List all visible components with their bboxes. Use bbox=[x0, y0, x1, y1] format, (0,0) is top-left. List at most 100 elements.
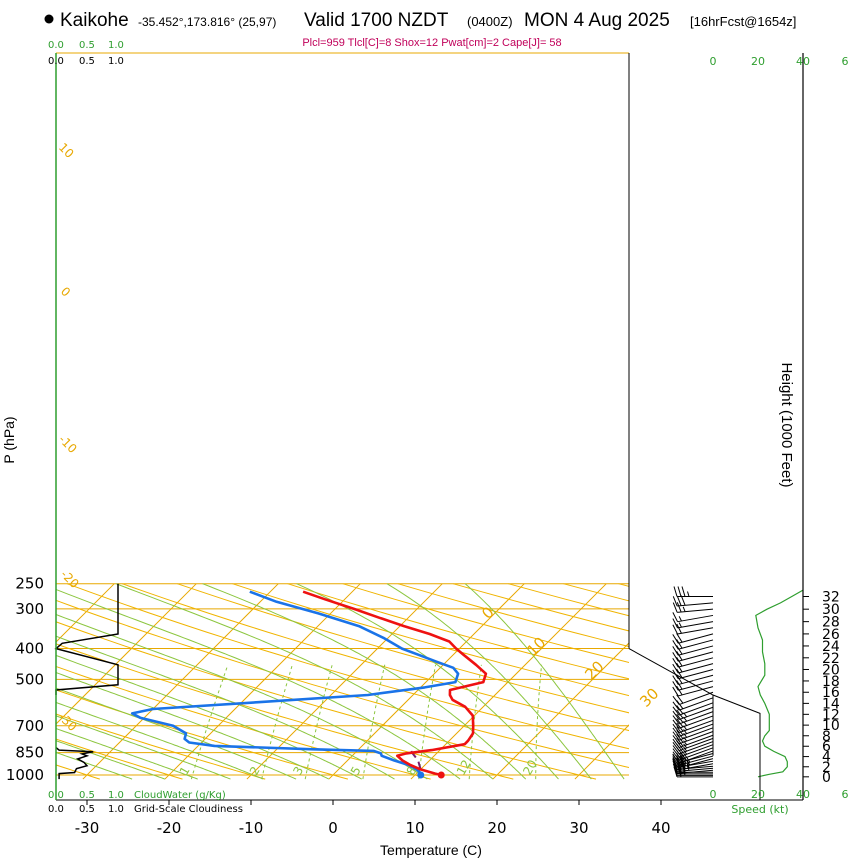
dry-adiabat-line bbox=[342, 583, 629, 664]
dry-adiabat-label: 10 bbox=[56, 140, 77, 161]
temperature-tick-label: 30 bbox=[569, 819, 588, 837]
wind-barb-staff bbox=[679, 727, 714, 741]
speed-bottom-tick-6: 6 bbox=[842, 788, 849, 801]
wind-barb-flag bbox=[672, 695, 680, 705]
wind-speed-line bbox=[755, 589, 804, 778]
mixing-ratio-line bbox=[261, 664, 293, 780]
wind-barb-flag bbox=[673, 586, 678, 597]
wind-barb-flag bbox=[676, 656, 683, 667]
isotherm-line bbox=[246, 583, 443, 780]
dry-adiabat-line bbox=[66, 583, 629, 750]
dry-adiabat-line bbox=[56, 713, 266, 780]
wind-barb-flag bbox=[672, 760, 678, 771]
moist-adiabat-line bbox=[56, 672, 330, 780]
wind-barb-flag bbox=[672, 751, 680, 761]
wind-barb-staff bbox=[679, 744, 714, 758]
height-tick-label: 24 bbox=[822, 639, 840, 655]
wind-barb-flag bbox=[672, 602, 678, 613]
wind-barb-flag bbox=[672, 731, 680, 741]
wind-barb-flag bbox=[672, 618, 678, 629]
utc-time: (0400Z) bbox=[467, 14, 513, 29]
wind-barb-staff bbox=[679, 706, 714, 721]
wind-barb-flag bbox=[672, 596, 678, 607]
height-tick-label: 8 bbox=[822, 729, 831, 745]
moist-adiabat-line bbox=[56, 701, 264, 780]
wind-barb-flag bbox=[672, 657, 679, 668]
cloud-top-black-1: 0.5 bbox=[79, 56, 95, 67]
wind-barb-flag bbox=[672, 745, 680, 755]
wind-barb-staff bbox=[679, 719, 714, 734]
wind-barb-staff bbox=[678, 663, 714, 674]
isotherm-line bbox=[82, 583, 279, 780]
wind-barb-staff bbox=[678, 758, 714, 769]
cloud-top-black-0: 0.0 bbox=[48, 56, 64, 67]
wind-barb bbox=[672, 727, 714, 741]
wind-barb-staff bbox=[679, 702, 714, 716]
mixing-ratio-line bbox=[535, 664, 543, 780]
moist-adiabat-line bbox=[56, 588, 461, 780]
height-tick-label: 4 bbox=[822, 750, 831, 766]
wind-barb-flag bbox=[676, 645, 683, 655]
dry-adiabat-line bbox=[56, 599, 629, 769]
cloud-bottom-green-1: 0.5 bbox=[79, 790, 95, 801]
mixing-ratio-label: 20 bbox=[520, 757, 540, 777]
dry-adiabat-line bbox=[287, 583, 629, 680]
mixing-ratio-line bbox=[304, 664, 333, 780]
wind-barb-flag bbox=[676, 737, 684, 747]
cloud-bottom-black-0: 0.0 bbox=[48, 804, 64, 815]
pressure-tick-label: 700 bbox=[15, 717, 44, 735]
x-axis-title: Temperature (C) bbox=[380, 842, 482, 858]
wind-barb bbox=[672, 633, 714, 644]
parcel-path-line bbox=[409, 748, 422, 770]
wind-barb-staff bbox=[677, 602, 714, 607]
wind-barb bbox=[672, 645, 714, 656]
wind-barb-flag bbox=[672, 701, 680, 711]
wind-barb-flag bbox=[672, 723, 680, 733]
height-tick-label: 18 bbox=[822, 674, 840, 690]
wind-barb-flag bbox=[676, 722, 684, 732]
surface-dewpoint-dot bbox=[417, 771, 425, 779]
mixing-ratio-label: 1 bbox=[177, 764, 193, 778]
valid-title: Valid 1700 NZDT bbox=[304, 10, 449, 31]
wind-barb-staff bbox=[678, 645, 714, 656]
wind-barb bbox=[672, 662, 714, 674]
wind-barb-flag bbox=[676, 730, 684, 740]
dry-adiabat-line bbox=[56, 621, 597, 780]
wind-barb-flag bbox=[672, 719, 680, 729]
moist-adiabat-line bbox=[202, 583, 527, 780]
date-title: MON 4 Aug 2025 bbox=[524, 10, 670, 31]
wind-barb-flag bbox=[676, 595, 682, 606]
temperature-tick-label: -30 bbox=[75, 819, 100, 837]
temperature-tick-label: 10 bbox=[405, 819, 424, 837]
dry-adiabat-line bbox=[618, 583, 629, 587]
isotherm-line bbox=[574, 724, 629, 780]
moist-adiabat-line bbox=[386, 583, 592, 780]
sounding-profiles bbox=[130, 590, 488, 779]
wind-barb-half-flag bbox=[683, 729, 688, 734]
wind-barb-flag bbox=[677, 586, 682, 597]
wind-barb-flag bbox=[672, 754, 680, 764]
wind-barb-half-flag bbox=[678, 622, 682, 628]
forecast-info: [16hrFcst@1654z] bbox=[690, 14, 796, 29]
station-name: Kaikohe bbox=[60, 10, 129, 31]
wind-barb-flag bbox=[672, 748, 680, 758]
wind-barb-half-flag bbox=[687, 591, 690, 597]
wind-barb bbox=[672, 731, 714, 745]
wind-barb-flag bbox=[676, 718, 684, 728]
y-axis-title: P (hPa) bbox=[1, 416, 17, 463]
cloud-bottom-green-2: 1.0 bbox=[108, 790, 124, 801]
mixing-ratio-label: 5 bbox=[348, 764, 364, 778]
wind-barb-staff bbox=[677, 608, 714, 613]
wind-barb-flag bbox=[672, 681, 679, 691]
wind-barb bbox=[672, 595, 714, 607]
wind-barb-flag bbox=[672, 686, 679, 697]
wind-barb-staff bbox=[678, 674, 714, 686]
moist-adiabat-line bbox=[56, 687, 297, 780]
dry-adiabat-line bbox=[784, 584, 850, 779]
wind-barb bbox=[672, 691, 714, 706]
wind-barb-staff bbox=[678, 639, 714, 650]
wind-barb-staff bbox=[678, 755, 714, 766]
cloud-bottom-green-0: 0.0 bbox=[48, 790, 64, 801]
speed-top-tick-6: 6 bbox=[842, 55, 849, 68]
cloud-top-black-2: 1.0 bbox=[108, 56, 124, 67]
